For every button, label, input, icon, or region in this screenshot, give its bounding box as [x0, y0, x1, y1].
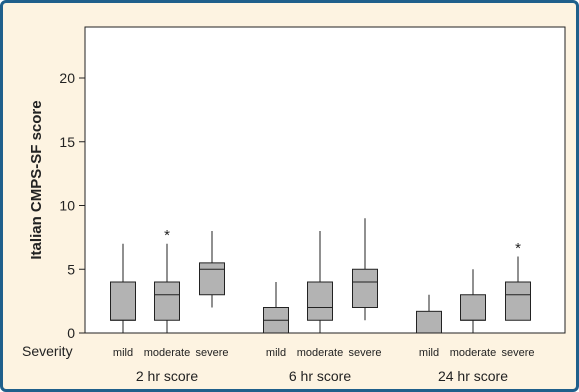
outlier-marker: * — [515, 240, 521, 257]
box-1-mild — [263, 282, 289, 334]
box-series: ** — [110, 218, 531, 334]
category-label-2-moderate: moderate — [450, 347, 496, 359]
category-label-1-severe: severe — [348, 347, 381, 359]
group-label-1: 6 hr score — [289, 368, 351, 384]
category-label-1-mild: mild — [266, 347, 286, 359]
category-label-2-severe: severe — [501, 347, 534, 359]
category-label-0-moderate: moderate — [144, 347, 190, 359]
box-iqr — [416, 310, 442, 334]
y-tick-label-5: 5 — [67, 261, 75, 277]
y-tick-label-0: 0 — [67, 325, 75, 341]
box-2-severe: * — [505, 240, 531, 321]
group-label-0: 2 hr score — [136, 368, 198, 384]
box-0-mild — [110, 243, 136, 333]
box-iqr — [110, 281, 136, 321]
y-axis-label: Italian CMPS-SF score — [28, 100, 45, 259]
category-label-1-moderate: moderate — [297, 347, 343, 359]
box-iqr — [154, 281, 180, 321]
box-iqr — [307, 281, 333, 321]
box-iqr — [460, 294, 486, 321]
y-tick-label-10: 10 — [59, 198, 75, 214]
category-label-0-mild: mild — [113, 347, 133, 359]
category-label-2-mild: mild — [419, 347, 439, 359]
box-2-moderate — [460, 269, 486, 333]
category-label-0-severe: severe — [195, 347, 228, 359]
y-axis: 0 5 10 15 20 — [59, 70, 85, 341]
box-1-severe — [352, 218, 378, 321]
box-0-moderate: * — [154, 227, 180, 333]
severity-row-label: Severity — [22, 343, 73, 359]
y-tick-label-20: 20 — [59, 70, 75, 86]
box-iqr — [352, 268, 378, 308]
group-label-2: 24 hr score — [438, 368, 508, 384]
box-iqr — [199, 262, 225, 296]
outlier-marker: * — [164, 227, 170, 244]
box-iqr — [505, 281, 531, 321]
y-tick-label-15: 15 — [59, 134, 75, 150]
box-1-moderate — [307, 231, 333, 333]
box-0-severe — [199, 231, 225, 308]
box-2-mild — [416, 294, 442, 334]
